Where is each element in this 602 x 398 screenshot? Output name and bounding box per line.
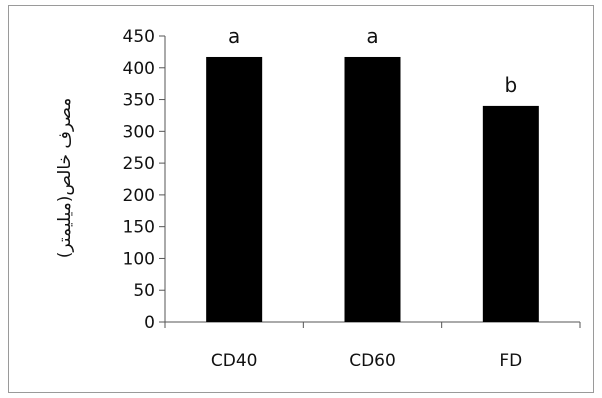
y-tick-label: 0	[144, 313, 155, 333]
bar-cd60	[344, 56, 401, 323]
x-category-label: CD60	[349, 351, 396, 371]
bars	[206, 56, 539, 323]
y-tick-label: 300	[123, 122, 155, 142]
y-tick-label: 450	[123, 27, 155, 47]
axes: 0 50 100 150 200 250 300 350 400 450 CD40 CD60 FD	[123, 27, 581, 371]
significance-label: a	[366, 24, 378, 48]
y-tick-label: 250	[123, 154, 155, 174]
significance-label: a	[228, 24, 240, 48]
significance-label: b	[504, 73, 517, 97]
y-tick-label: 350	[123, 91, 155, 111]
x-category-label: CD40	[211, 351, 258, 371]
y-axis-label: مصرف خالص(میلیمتر)	[55, 98, 75, 259]
x-category-label: FD	[499, 351, 522, 371]
data-labels: a a b	[228, 24, 517, 97]
bar-fd	[482, 105, 539, 323]
y-tick-label: 50	[133, 281, 155, 301]
y-tick-label: 150	[123, 218, 155, 238]
bar-cd40	[206, 56, 263, 323]
y-tick-label: 200	[123, 186, 155, 206]
y-tick-label: 100	[123, 249, 155, 269]
y-tick-label: 400	[123, 59, 155, 79]
